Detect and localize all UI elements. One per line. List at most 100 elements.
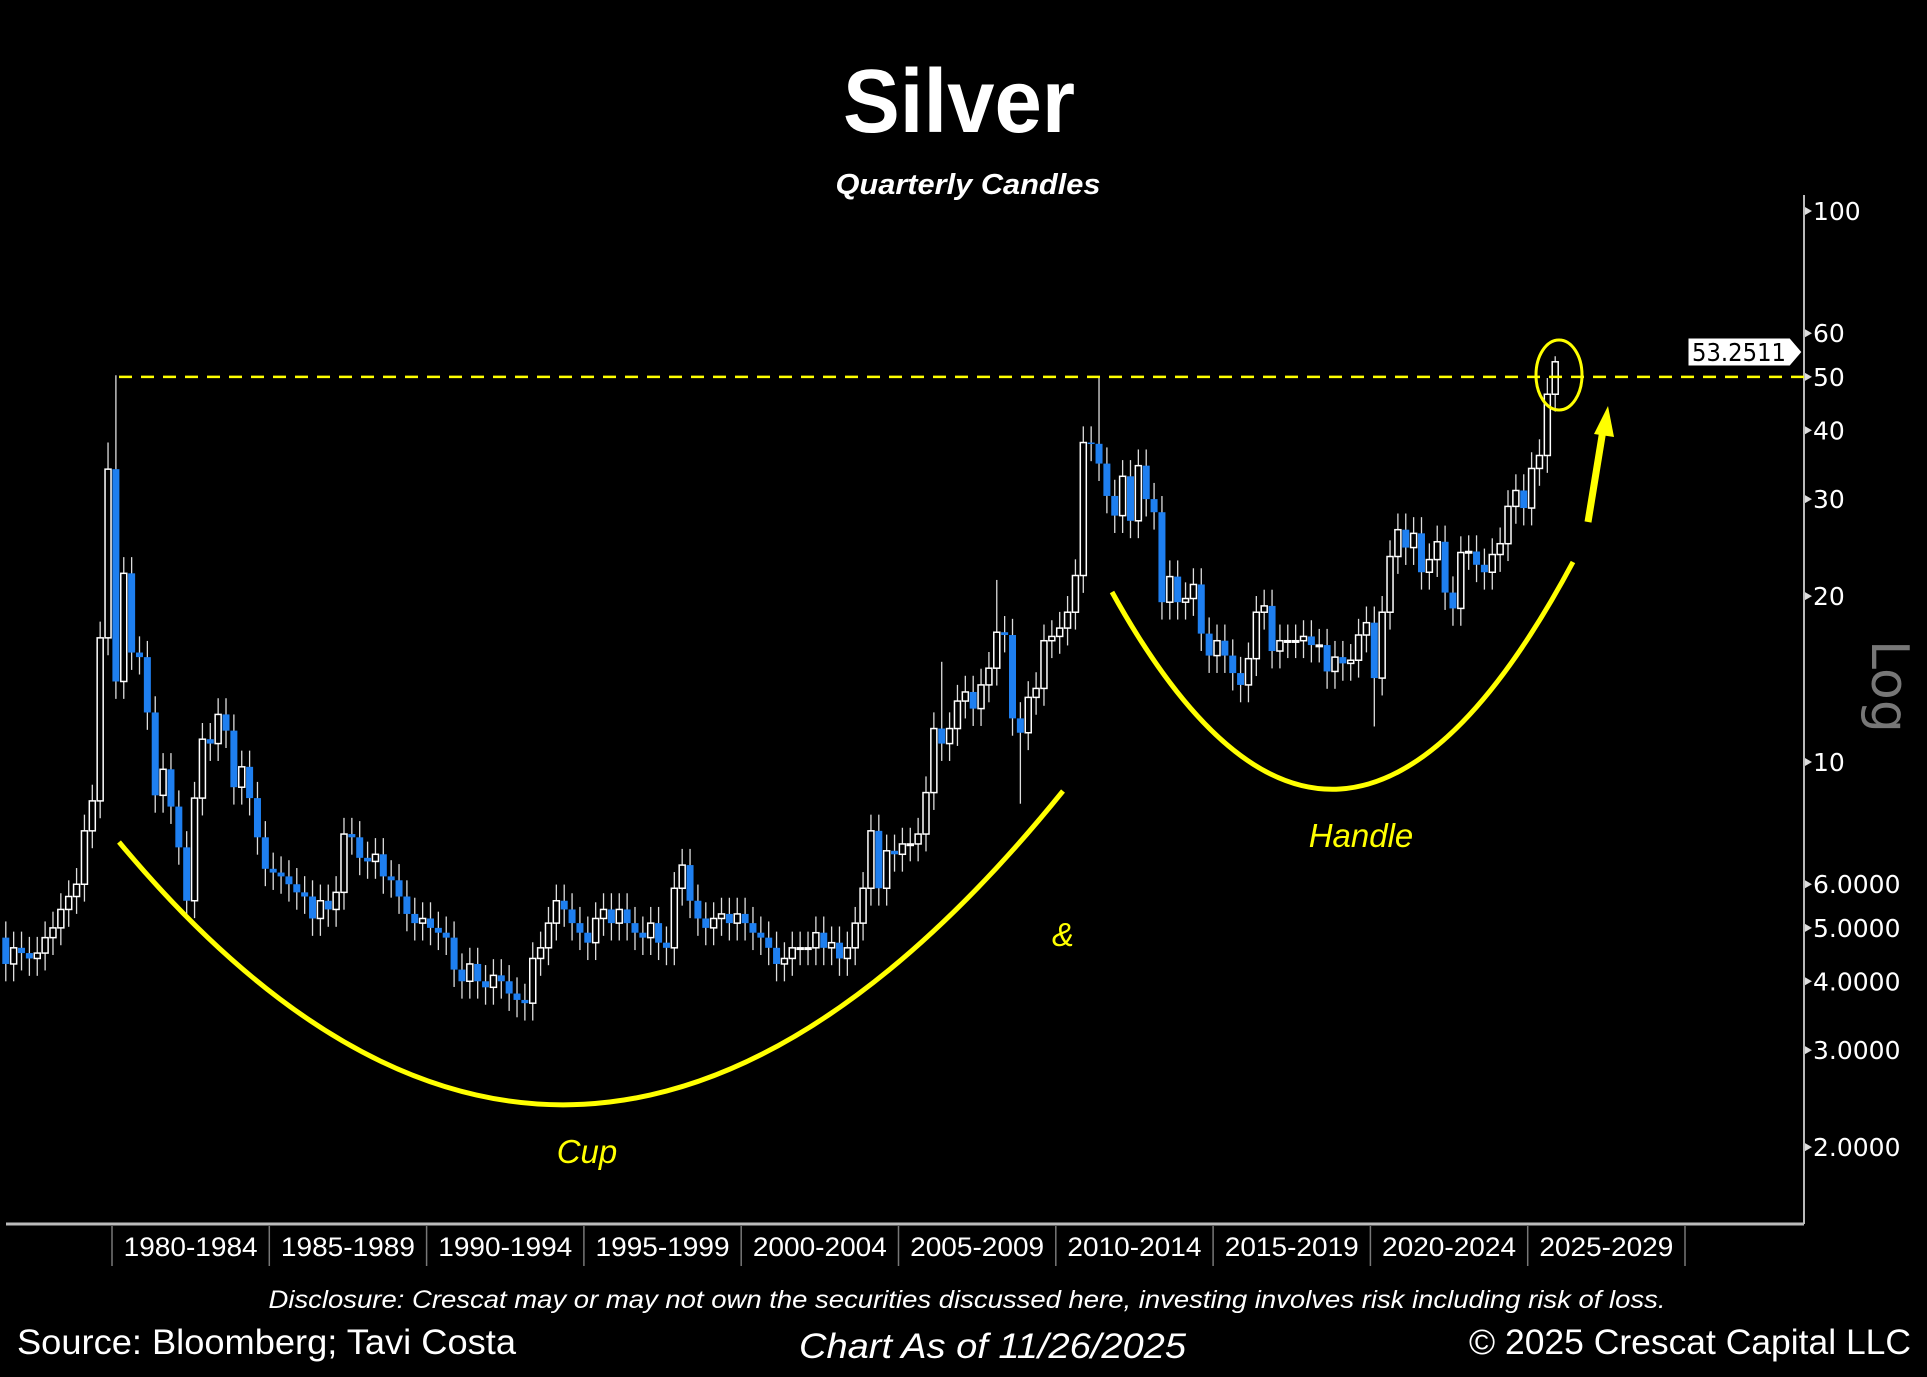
candle-body-up — [1284, 639, 1292, 643]
candle-body-up — [1299, 635, 1308, 642]
candle-body-down — [269, 868, 277, 873]
candle-body-up — [237, 766, 246, 788]
candle-body-up — [214, 713, 222, 745]
y-tick-label: 10 — [1813, 748, 1845, 777]
candle-body-down — [309, 896, 317, 919]
candle-body-up — [1362, 621, 1371, 636]
candle-body-up — [867, 830, 875, 890]
candle-body-up — [72, 883, 81, 898]
candle-body-up — [536, 947, 545, 960]
candle-body-up — [859, 887, 867, 924]
candle-body-down — [1016, 718, 1024, 733]
candle-body-up — [1512, 489, 1520, 508]
candle-body-up — [1276, 639, 1284, 652]
candle-body-up — [851, 922, 859, 949]
candle-body-up — [9, 947, 18, 965]
candle-body-down — [474, 963, 482, 982]
candle-body-down — [725, 913, 733, 924]
y-tick-label: 5.0000 — [1813, 914, 1900, 943]
y-tick-label: 3.0000 — [1813, 1036, 1900, 1065]
candle-body-down — [969, 691, 977, 709]
candle-body-up — [1535, 454, 1544, 470]
candle-body-down — [2, 937, 10, 964]
candle-body-up — [1527, 467, 1536, 509]
candle-body-down — [1473, 551, 1481, 565]
candle-body-down — [427, 918, 434, 928]
candle-body-up — [1260, 605, 1268, 613]
y-tick-mark — [1805, 592, 1812, 601]
candle-body-up — [1166, 575, 1174, 603]
candle-body-down — [1142, 465, 1150, 500]
candle-body-down — [261, 837, 269, 869]
candle-body-up — [340, 833, 348, 894]
candle-body-down — [505, 981, 513, 994]
candle-body-up — [827, 941, 836, 949]
candle-body-up — [812, 931, 820, 949]
candle-body-down — [1095, 443, 1103, 464]
handle-curve — [1109, 560, 1576, 792]
candle-body-down — [1339, 657, 1347, 664]
last-price-value: 53.2511 — [1692, 338, 1786, 367]
candle-body-down — [576, 923, 584, 933]
candle-body-down — [135, 652, 143, 658]
candle-body-up — [1048, 635, 1056, 642]
candle-body-down — [442, 932, 450, 938]
candle-body-up — [418, 917, 427, 924]
candle-body-down — [1520, 490, 1528, 509]
y-tick-mark — [1805, 758, 1812, 766]
candle-body-down — [246, 766, 254, 799]
x-period-label: 1995-1999 — [596, 1232, 730, 1262]
candle-body-down — [183, 847, 191, 901]
candle-body-down — [513, 993, 521, 1000]
candle-body-up — [544, 922, 553, 949]
candle-body-up — [64, 895, 73, 911]
candle-body-up — [1331, 656, 1339, 673]
candle-body-up — [780, 957, 789, 965]
candle-body-up — [49, 927, 57, 939]
candle-body-down — [1001, 632, 1009, 636]
source-text: Source: Bloomberg; Tavi Costa — [17, 1323, 517, 1362]
y-tick-mark — [1805, 495, 1812, 504]
candle-body-down — [568, 909, 576, 924]
candle-body-down — [765, 937, 773, 948]
candle-body-down — [623, 909, 631, 924]
candle-body-up — [1244, 657, 1253, 686]
x-period-label: 1985-1989 — [281, 1232, 415, 1262]
candle-body-down — [1221, 640, 1229, 656]
y-tick-label: 40 — [1813, 416, 1845, 445]
candle-body-down — [277, 872, 285, 877]
candle-body-up — [1378, 611, 1386, 679]
candle-body-up — [1181, 597, 1190, 603]
candle-body-down — [741, 913, 749, 924]
candle-body-up — [159, 768, 167, 797]
x-period-label: 2000-2004 — [753, 1232, 887, 1262]
candle-body-up — [1079, 441, 1088, 577]
candle-body-up — [1118, 475, 1127, 517]
candle-body-up — [1409, 532, 1418, 549]
candle-body-down — [450, 937, 458, 970]
y-tick-label: 50 — [1813, 363, 1845, 392]
candle-body-down — [1307, 636, 1315, 646]
candle-body-up — [985, 667, 993, 686]
x-period-label: 2010-2014 — [1067, 1232, 1201, 1262]
candle-body-up — [1394, 528, 1402, 558]
x-period-label: 1990-1994 — [438, 1232, 572, 1262]
candle-body-down — [1174, 576, 1182, 603]
candle-body-down — [1268, 605, 1276, 652]
candle-body-down — [749, 923, 757, 933]
candle-body-down — [18, 947, 26, 954]
x-period-label: 2020-2024 — [1382, 1232, 1516, 1262]
candle-body-up — [198, 738, 207, 799]
candle-body-down — [1009, 635, 1017, 719]
candle-body-up — [717, 913, 726, 920]
candle-body-down — [1126, 476, 1134, 521]
candle-body-down — [662, 942, 670, 948]
breakout-circle — [1534, 338, 1584, 412]
candle-body-down — [222, 714, 230, 731]
copyright-text: © 2025 Crescat Capital LLC — [1469, 1323, 1911, 1362]
candle-body-up — [1354, 634, 1363, 661]
y-tick-label: 6.0000 — [1813, 870, 1900, 899]
y-tick-label: 20 — [1813, 582, 1845, 611]
candle-body-down — [607, 909, 615, 924]
